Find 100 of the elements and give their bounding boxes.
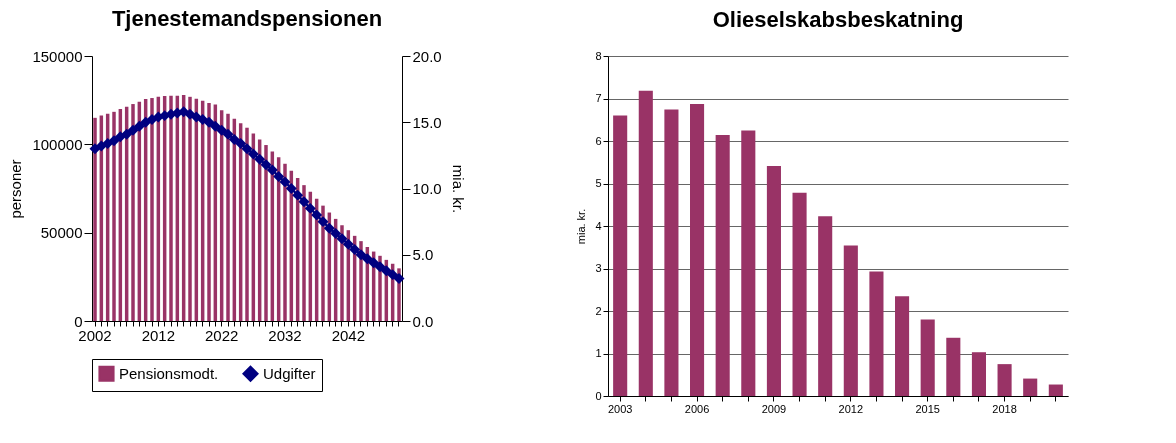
point [216, 124, 228, 136]
bar [283, 163, 287, 321]
point [266, 164, 278, 176]
y-tick-label: 4 [595, 219, 602, 232]
bar [920, 319, 935, 396]
point [228, 134, 240, 145]
point [317, 216, 329, 228]
bar [150, 98, 154, 321]
point [387, 269, 399, 281]
point [349, 243, 361, 255]
y2-tick-label: 20.0 [412, 47, 442, 65]
bar [843, 245, 858, 396]
bar [226, 113, 230, 321]
x-tick-label: 2003 [607, 402, 633, 415]
x-tick-label: 2042 [331, 326, 366, 344]
legend-label: Pensionsmodt. [119, 364, 219, 382]
x-tick-label: 2009 [761, 402, 787, 415]
point [209, 120, 221, 132]
legend-label: Udgifter [263, 364, 316, 382]
bar [207, 102, 211, 321]
point [298, 196, 310, 208]
point [133, 120, 145, 132]
x-tick-label: 2032 [268, 326, 302, 344]
y-tick-label: 5 [595, 177, 602, 189]
point [279, 176, 291, 188]
y-tick-label: 0 [595, 389, 602, 402]
bar [112, 111, 116, 321]
bar [321, 205, 325, 321]
bar [690, 104, 705, 396]
bar [895, 296, 910, 396]
point [285, 183, 297, 194]
bar [302, 185, 306, 321]
x-tick-label: 2012 [838, 402, 864, 415]
point [342, 238, 354, 250]
y-tick-label: 100000 [32, 135, 83, 153]
point [368, 257, 380, 269]
point [273, 171, 285, 183]
bar [818, 216, 833, 396]
y-tick-label: 1 [595, 347, 602, 359]
bar [946, 337, 961, 396]
bar [93, 117, 97, 321]
point [247, 148, 259, 160]
bar [766, 166, 781, 396]
point [304, 202, 316, 214]
y2-axis-title: mia. kr. [449, 164, 467, 214]
y-tick-label: 6 [595, 134, 602, 147]
bar [715, 135, 730, 396]
point [336, 233, 348, 245]
bar [971, 352, 986, 396]
y2-tick-label: 15.0 [412, 113, 442, 131]
point [203, 116, 215, 128]
bar [169, 95, 173, 321]
point [127, 124, 139, 136]
bar [188, 96, 192, 321]
x-tick-label: 2022 [204, 326, 239, 344]
chart-title: Tjenestemandspensionen [111, 6, 383, 31]
point [235, 137, 247, 149]
bar [131, 104, 135, 321]
bar [664, 109, 679, 396]
bar [245, 127, 249, 321]
y2-tick-label: 10.0 [412, 180, 442, 197]
bar [340, 225, 344, 321]
y2-tick-label: 5.0 [412, 246, 434, 264]
point [330, 228, 342, 240]
bar [1048, 384, 1063, 396]
bar [638, 90, 653, 396]
y-tick-label: 50000 [40, 224, 83, 242]
point [374, 261, 386, 273]
y2-tick-label: 0.0 [412, 312, 434, 330]
y-tick-label: 3 [595, 262, 602, 274]
point [311, 209, 323, 221]
point [121, 128, 133, 140]
y-tick-label: 2 [595, 304, 602, 317]
point [108, 135, 120, 147]
y-axis-title: mia. kr. [575, 208, 588, 245]
bar [792, 192, 807, 396]
x-tick-label: 2006 [684, 402, 710, 415]
x-tick-label: 2012 [141, 326, 176, 344]
point [260, 159, 272, 171]
point [222, 128, 234, 140]
point [254, 153, 266, 165]
bar [1023, 378, 1038, 396]
y-axis-title: personer [7, 159, 25, 219]
bar [997, 364, 1012, 396]
point [323, 222, 335, 234]
point [361, 253, 373, 265]
point [241, 143, 253, 155]
bar [613, 115, 628, 396]
y-tick-label: 8 [595, 49, 602, 62]
point [355, 249, 367, 261]
x-tick-label: 2018 [992, 402, 1017, 415]
point [292, 189, 304, 201]
point [393, 273, 405, 285]
y-tick-label: 7 [595, 92, 602, 104]
point [380, 265, 392, 277]
bar [741, 130, 756, 396]
bar [264, 145, 268, 321]
y-tick-label: 150000 [32, 47, 83, 65]
x-tick-label: 2015 [915, 402, 940, 415]
chart-title: Olieselskabsbeskatning [712, 7, 964, 32]
